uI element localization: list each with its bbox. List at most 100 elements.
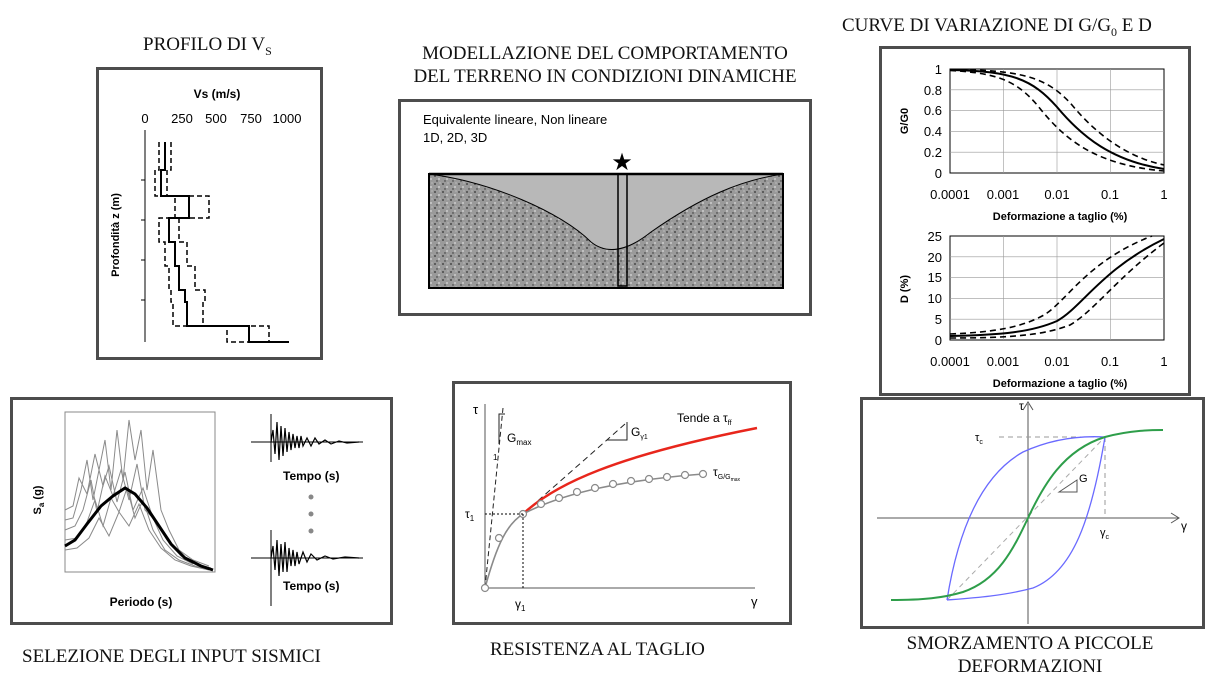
tau1-label: τ1: [465, 507, 475, 523]
vs-upper-profile: [166, 142, 289, 343]
d-ytick: 20: [928, 250, 942, 265]
damping-chart: τ γ τc γc G: [877, 399, 1187, 624]
gamma-arrow: [1170, 512, 1180, 524]
damping-title-line2: DEFORMAZIONI: [957, 656, 1103, 677]
d-xtick: 0.0001: [930, 354, 970, 369]
gamma-axis-label: γ: [751, 594, 758, 609]
damping-title: SMORZAMENTO A PICCOLE DEFORMAZIONI: [870, 632, 1190, 678]
curves-chart: 1 0.8 0.6 0.4 0.2 0 G/G0 0.0001 0.001 0.…: [899, 62, 1168, 390]
time-label-2: Tempo (s): [283, 579, 339, 593]
accelerogram-2: [270, 539, 360, 577]
vs-tick: 750: [240, 111, 262, 126]
model-type-text: Equivalente lineare, Non lineare: [423, 112, 607, 127]
period-label: Periodo (s): [110, 595, 173, 609]
gmax-one: 1: [493, 453, 498, 462]
d-xlabel: Deformazione a taglio (%): [993, 378, 1128, 390]
model-dim-text: 1D, 2D, 3D: [423, 130, 487, 145]
spectra-mean: [64, 486, 214, 572]
g-xtick: 0.001: [987, 187, 1020, 202]
d-xtick: 1: [1160, 354, 1167, 369]
spectra-frame: [64, 411, 216, 573]
shear-strength-title: RESISTENZA AL TAGLIO: [490, 639, 705, 660]
vs-depth-label: Profondità z (m): [110, 193, 122, 277]
accelerogram-1: [270, 421, 360, 461]
g-xtick: 0.0001: [930, 187, 970, 202]
curves-panel: 1 0.8 0.6 0.4 0.2 0 G/G0 0.0001 0.001 0.…: [879, 46, 1191, 396]
curves-title: CURVE DI VARIAZIONE DI G/G0 E D: [842, 15, 1152, 39]
g-gamma-label: Gγ1: [631, 425, 648, 441]
damp-gamma-label: γ: [1181, 519, 1187, 533]
spectra-individual: [64, 419, 212, 571]
hysteresis-upper: [946, 435, 1106, 601]
d-xtick: 0.01: [1044, 354, 1069, 369]
d-xtick: 0.1: [1101, 354, 1119, 369]
vs-profile-chart: Vs (m/s) 0 250 500 750 1000 Profondità z…: [110, 87, 302, 343]
g-ytick: 0.4: [924, 124, 942, 139]
modelling-title-line2: DEL TERRENO IN CONDIZIONI DINAMICHE: [413, 66, 797, 87]
vs-tick: 0: [141, 111, 148, 126]
vs-lower-profile: [154, 142, 289, 343]
modelling-diagram: Equivalente lineare, Non lineare 1D, 2D,…: [423, 112, 784, 289]
tends-label: Tende a τff: [677, 411, 732, 427]
damp-tau-label: τ: [1019, 400, 1024, 413]
hysteresis-lower: [946, 436, 1106, 601]
vs-profile-title: PROFILO DI VS: [143, 34, 272, 58]
damp-g-label: G: [1079, 473, 1088, 485]
d-ytick: 0: [935, 333, 942, 348]
g-plot: 1 0.8 0.6 0.4 0.2 0 G/G0 0.0001 0.001 0.…: [899, 62, 1168, 223]
ellipsis-dots: [308, 494, 314, 534]
g-lower-curve: [949, 69, 1165, 172]
secant-guide: [946, 436, 1106, 601]
modelling-title: MODELLAZIONE DEL COMPORTAMENTO DEL TERRE…: [370, 42, 840, 88]
d-ytick: 25: [928, 229, 942, 244]
g-gamma-triangle: [607, 422, 628, 441]
gmax-triangle: [498, 413, 505, 444]
tau-g-label: τG/Gmax: [713, 465, 741, 483]
gamma-c-label: γc: [1100, 527, 1110, 541]
g-xlabel: Deformazione a taglio (%): [993, 211, 1128, 223]
d-plot: 25 20 15 10 5 0 D (%) 0.0001 0.001 0.01 …: [899, 229, 1168, 390]
g-slope-marker: [1057, 479, 1078, 493]
soil-column: [617, 173, 628, 287]
g-ytick: 0.8: [924, 83, 942, 98]
vs-tick: 250: [171, 111, 193, 126]
modelling-panel: Equivalente lineare, Non lineare 1D, 2D,…: [398, 99, 812, 316]
tau-axis-label: τ: [473, 402, 479, 417]
d-xtick: 0.001: [987, 354, 1020, 369]
backbone-curve: [890, 429, 1164, 601]
g-ytick: 0: [935, 166, 942, 181]
d-ytick: 5: [935, 312, 942, 327]
tau-arrow: [1022, 401, 1034, 411]
star-icon: ★: [611, 149, 633, 176]
vs-axis-label: Vs (m/s): [194, 87, 241, 101]
g-ylabel: G/G0: [899, 108, 911, 134]
sa-label: Sa (g): [32, 485, 46, 514]
tau-c-label: τc: [975, 432, 983, 446]
time-label-1: Tempo (s): [283, 469, 339, 483]
seismic-input-panel: Sa (g) Periodo (s) Tempo (s) Tempo (s): [10, 397, 393, 625]
vs-tick: 1000: [273, 111, 302, 126]
d-upper-curve: [949, 235, 1153, 335]
d-ytick: 10: [928, 291, 942, 306]
d-lower-curve: [949, 242, 1165, 339]
shear-strength-chart: τ γ Gmax 1 Gγ1 Tende a τff τG/Gmax τ1 γ1: [465, 402, 758, 613]
tau-g-markers: [480, 469, 708, 593]
g-upper-curve: [949, 68, 1165, 166]
d-ytick: 15: [928, 270, 942, 285]
gmax-label: Gmax: [507, 431, 531, 447]
g-xtick: 0.1: [1101, 187, 1119, 202]
g-mean-curve: [949, 69, 1165, 170]
damping-panel: τ γ τc γc G: [860, 397, 1205, 629]
d-ylabel: D (%): [899, 275, 911, 303]
damping-title-line1: SMORZAMENTO A PICCOLE: [906, 633, 1154, 654]
g-ytick: 1: [935, 62, 942, 77]
d-mean-curve: [949, 238, 1165, 337]
vs-profile-panel: Vs (m/s) 0 250 500 750 1000 Profondità z…: [96, 67, 323, 360]
modelling-title-line1: MODELLAZIONE DEL COMPORTAMENTO: [422, 43, 788, 64]
g-ytick: 0.6: [924, 103, 942, 118]
tau-ff-curve: [522, 426, 758, 515]
g-xtick: 0.01: [1044, 187, 1069, 202]
seismic-input-title: SELEZIONE DEGLI INPUT SISMICI: [22, 646, 321, 667]
g-xtick: 1: [1160, 187, 1167, 202]
gmax-tangent: [484, 407, 504, 589]
